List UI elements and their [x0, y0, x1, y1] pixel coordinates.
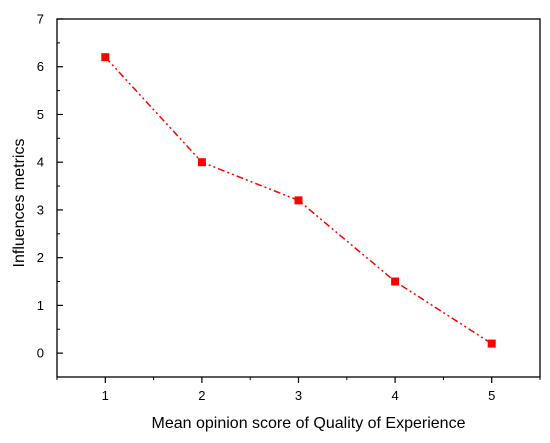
y-tick-label: 4: [37, 155, 44, 170]
y-tick-label: 5: [37, 107, 44, 122]
y-tick-label: 2: [37, 250, 44, 265]
x-tick-label: 3: [295, 388, 302, 403]
x-tick-label: 5: [488, 388, 495, 403]
y-tick-label: 6: [37, 59, 44, 74]
x-tick-label: 2: [198, 388, 205, 403]
y-axis-title: Influences metrics: [11, 139, 28, 268]
data-point-marker: [197, 158, 206, 167]
data-point-marker: [391, 277, 400, 286]
data-point-marker: [487, 339, 496, 348]
y-tick-label: 3: [37, 202, 44, 217]
y-tick-label: 7: [37, 12, 44, 27]
y-tick-label: 1: [37, 298, 44, 313]
x-axis-title: Mean opinion score of Quality of Experie…: [152, 415, 466, 432]
x-tick-label: 4: [391, 388, 398, 403]
series-layer: [101, 53, 496, 348]
y-tick-label: 0: [37, 346, 44, 361]
x-tick-label: 1: [102, 388, 109, 403]
ticks: 0 1 2 3 4 5 6 7 1 2 3 4 5: [37, 12, 541, 403]
data-point-marker: [101, 53, 110, 62]
data-point-marker: [294, 196, 303, 205]
